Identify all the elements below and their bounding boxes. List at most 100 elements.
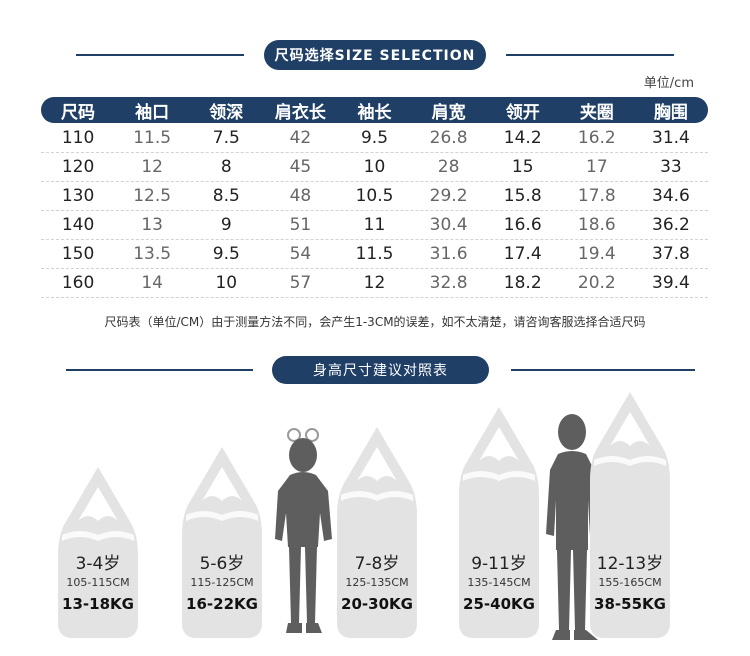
table-cell: 130 — [61, 186, 95, 206]
table-cell: 8 — [220, 157, 232, 177]
table-cell: 150 — [61, 244, 95, 264]
table-row: 120 12 8 45 10 28 15 17 33 — [41, 153, 708, 182]
boy-silhouette-icon — [546, 414, 598, 640]
bottle-shape — [337, 427, 417, 638]
table-cell: 14 — [141, 273, 163, 293]
table-cell: 11.5 — [133, 128, 172, 148]
age-label: 3-4岁 — [75, 554, 121, 574]
table-cell: 32.8 — [429, 273, 468, 293]
table-cell: 7.5 — [212, 128, 240, 148]
table-cell: 51 — [289, 215, 312, 235]
table-cell: 16.2 — [577, 128, 616, 148]
age-label: 12-13岁 — [596, 554, 664, 574]
unit-label: 单位/cm — [643, 76, 694, 91]
header-cell: 领深 — [209, 102, 244, 123]
table-cell: 10.5 — [355, 186, 394, 206]
table-cell: 120 — [61, 157, 95, 177]
size-title-line-right — [506, 54, 674, 56]
table-cell: 30.4 — [429, 215, 468, 235]
table-cell: 11.5 — [355, 244, 394, 264]
table-cell: 9 — [220, 215, 232, 235]
age-label: 5-6岁 — [199, 554, 245, 574]
table-cell: 20.2 — [577, 273, 616, 293]
height-card-9-11: 9-11岁 135-145CM 25-40KG — [457, 405, 541, 640]
header-cell: 夹圈 — [579, 102, 614, 123]
table-cell: 15 — [511, 157, 534, 177]
table-cell: 14.2 — [503, 128, 542, 148]
table-cell: 11 — [363, 215, 386, 235]
table-cell: 31.6 — [429, 244, 468, 264]
header-cell: 肩衣长 — [274, 102, 326, 123]
table-cell: 31.4 — [652, 128, 690, 148]
table-cell: 9.5 — [212, 244, 240, 264]
table-cell: 42 — [289, 128, 312, 148]
table-row: 150 13.5 9.5 54 11.5 31.6 17.4 19.4 37.8 — [41, 240, 708, 269]
table-cell: 26.8 — [429, 128, 468, 148]
size-table-header: 尺码 袖口 领深 肩衣长 袖长 肩宽 领开 夹圈 胸围 — [41, 97, 708, 123]
table-cell: 10 — [215, 273, 238, 293]
table-cell: 18.6 — [577, 215, 616, 235]
header-cell: 袖口 — [135, 102, 170, 123]
table-cell: 57 — [289, 273, 312, 293]
table-cell: 12 — [141, 157, 163, 177]
header-cell: 领开 — [505, 102, 540, 123]
table-cell: 17 — [586, 157, 608, 177]
table-cell: 13 — [141, 215, 163, 235]
table-cell: 17.8 — [577, 186, 616, 206]
age-label: 7-8岁 — [354, 554, 400, 574]
table-cell: 110 — [61, 128, 95, 148]
bottle-shape — [58, 467, 138, 638]
table-cell: 36.2 — [652, 215, 690, 235]
table-cell: 15.8 — [503, 186, 542, 206]
table-cell: 34.6 — [652, 186, 690, 206]
age-label: 9-11岁 — [471, 554, 527, 574]
weight-range: 38-55KG — [594, 595, 666, 613]
height-title-line-left — [66, 369, 253, 371]
size-section-title: 尺码选择SIZE SELECTION — [264, 40, 486, 70]
weight-range: 13-18KG — [62, 595, 134, 613]
header-cell: 尺码 — [61, 102, 96, 123]
table-cell: 9.5 — [360, 128, 389, 148]
size-table-body: 110 11.5 7.5 42 9.5 26.8 14.2 16.2 31.4 … — [41, 124, 708, 298]
table-cell: 12.5 — [133, 186, 172, 206]
bottle-shape — [182, 447, 262, 638]
weight-range: 25-40KG — [463, 595, 535, 613]
weight-range: 16-22KG — [186, 595, 258, 613]
table-cell: 54 — [289, 244, 312, 264]
table-cell: 33 — [660, 157, 682, 177]
table-cell: 48 — [289, 186, 312, 206]
bottle-shape — [590, 392, 670, 638]
table-cell: 12 — [363, 273, 386, 293]
table-cell: 160 — [61, 273, 95, 293]
table-cell: 28 — [437, 157, 460, 177]
height-range: 125-135CM — [345, 576, 409, 589]
height-section-title: 身高尺寸建议对照表 — [272, 356, 489, 384]
table-cell: 10 — [363, 157, 386, 177]
header-cell: 胸围 — [653, 102, 688, 123]
table-cell: 8.5 — [212, 186, 240, 206]
table-cell: 18.2 — [503, 273, 542, 293]
table-cell: 39.4 — [652, 273, 690, 293]
header-cell: 袖长 — [357, 102, 392, 123]
height-card-3-4: 3-4岁 105-115CM 13-18KG — [56, 465, 140, 640]
header-cell: 肩宽 — [431, 102, 466, 123]
table-cell: 16.6 — [503, 215, 542, 235]
table-cell: 37.8 — [652, 244, 690, 264]
girl-silhouette-icon — [275, 428, 332, 633]
height-range: 135-145CM — [467, 576, 531, 589]
table-row: 160 14 10 57 12 32.8 18.2 20.2 39.4 — [41, 269, 708, 298]
table-cell: 13.5 — [133, 244, 172, 264]
height-title-line-right — [511, 369, 695, 371]
table-cell: 19.4 — [577, 244, 616, 264]
table-row: 110 11.5 7.5 42 9.5 26.8 14.2 16.2 31.4 — [41, 124, 708, 153]
table-row: 140 13 9 51 11 30.4 16.6 18.6 36.2 — [41, 211, 708, 240]
size-title-line-left — [76, 54, 244, 56]
height-range: 155-165CM — [598, 576, 662, 589]
height-card-7-8: 7-8岁 125-135CM 20-30KG — [335, 425, 419, 640]
bottle-shape — [459, 407, 539, 638]
table-cell: 17.4 — [503, 244, 542, 264]
size-note: 尺码表（单位/CM）由于测量方法不同，会产生1-3CM的误差，如不太清楚，请咨询… — [104, 315, 646, 329]
height-range: 115-125CM — [190, 576, 254, 589]
weight-range: 20-30KG — [341, 595, 413, 613]
height-card-5-6: 5-6岁 115-125CM 16-22KG — [180, 445, 264, 640]
